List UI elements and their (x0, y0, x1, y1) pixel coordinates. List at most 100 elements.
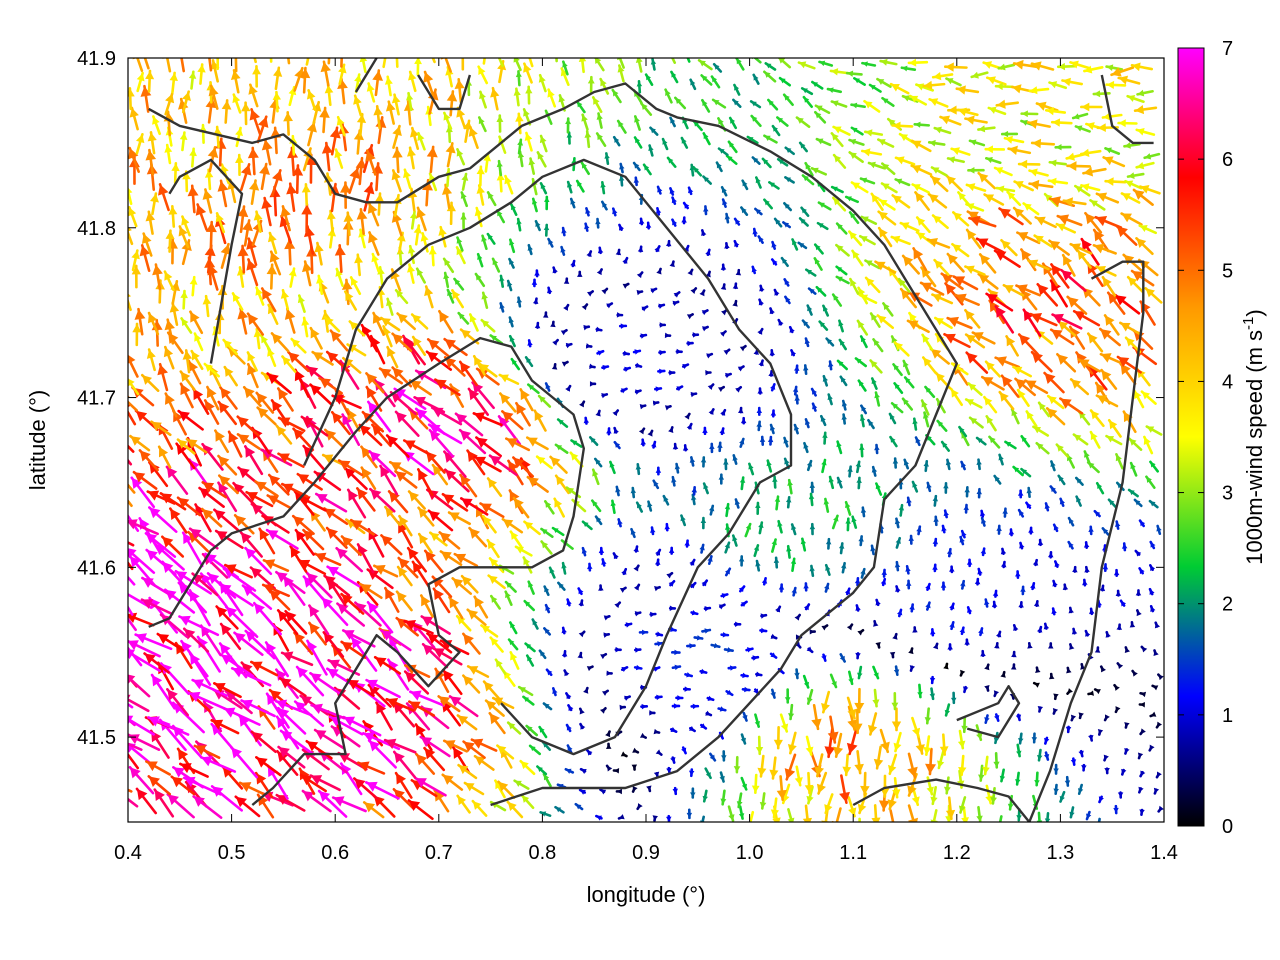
wind-arrow (784, 295, 791, 305)
wind-arrow (567, 704, 574, 712)
wind-arrow (1069, 643, 1075, 650)
wind-arrow (153, 788, 175, 818)
wind-arrow (483, 152, 492, 173)
wind-arrow (757, 235, 764, 244)
wind-arrow (946, 156, 965, 164)
wind-arrow (824, 582, 830, 593)
wind-arrow (691, 486, 698, 496)
wind-arrow (595, 217, 601, 229)
wind-arrow (130, 476, 156, 509)
wind-arrow (1077, 358, 1101, 373)
wind-arrow (438, 309, 454, 334)
wind-arrow (1037, 706, 1044, 713)
wind-arrow (734, 498, 740, 509)
wind-arrow (814, 104, 831, 115)
wind-arrow (706, 695, 715, 702)
wind-arrow (231, 292, 244, 311)
wind-arrow (383, 738, 417, 754)
wind-arrow (737, 365, 745, 372)
wind-arrow (531, 618, 539, 630)
wind-arrow (705, 248, 711, 257)
wind-arrow (829, 673, 838, 689)
wind-arrow (570, 439, 583, 448)
wind-arrow (949, 602, 955, 611)
wind-arrow (984, 157, 1002, 165)
wind-arrow (128, 648, 133, 654)
wind-arrow (508, 621, 518, 635)
wind-arrow (180, 639, 209, 678)
wind-arrow (978, 253, 997, 274)
wind-arrow (692, 119, 703, 132)
wind-arrow (1101, 275, 1117, 297)
wind-arrow (692, 165, 703, 177)
wind-arrow (984, 598, 990, 608)
wind-arrow (668, 605, 677, 612)
wind-arrow (927, 192, 948, 209)
wind-arrow (589, 363, 596, 370)
wind-arrow (871, 465, 878, 477)
wind-arrow (595, 132, 607, 147)
wind-arrow (798, 217, 809, 227)
wind-arrow (618, 174, 625, 187)
wind-arrow (421, 642, 449, 669)
wind-arrow (309, 383, 334, 407)
wind-arrow (160, 535, 185, 558)
wind-arrow (1119, 321, 1142, 336)
wind-arrow (276, 387, 294, 412)
wind-arrow (169, 301, 180, 326)
wind-arrow (880, 182, 898, 194)
wind-arrow (786, 544, 792, 559)
wind-arrow (365, 678, 401, 699)
wind-arrow (295, 665, 325, 697)
wind-arrow (754, 713, 761, 728)
wind-arrow (943, 662, 949, 670)
wind-arrow (1067, 540, 1074, 550)
wind-arrow (570, 259, 576, 268)
wind-arrow (551, 363, 558, 370)
wind-arrow (1037, 401, 1051, 418)
wind-arrow (916, 525, 922, 536)
wind-arrow (326, 209, 336, 233)
wind-arrow (1057, 474, 1066, 486)
wind-arrow (447, 511, 472, 526)
wind-arrow (131, 264, 141, 289)
wind-arrow (845, 517, 851, 532)
wind-arrow (1016, 743, 1022, 758)
wind-arrow (425, 350, 453, 371)
wind-arrow (219, 622, 242, 651)
wind-arrow (1069, 60, 1090, 70)
wind-arrow (668, 370, 676, 376)
wind-arrow (1127, 488, 1139, 498)
wind-arrow (1071, 112, 1089, 120)
wind-arrow (923, 735, 932, 757)
wind-arrow (335, 267, 344, 287)
wind-arrow (600, 652, 608, 660)
wind-arrow (639, 732, 647, 739)
wind-arrow (1067, 516, 1075, 527)
wind-arrow (556, 418, 569, 428)
wind-arrow (284, 307, 296, 334)
wind-arrow (164, 143, 173, 165)
wind-arrow (931, 71, 954, 81)
wind-arrow (1116, 662, 1124, 670)
wind-arrow (847, 796, 857, 818)
wind-arrow (411, 560, 430, 588)
wind-arrow (1006, 190, 1022, 207)
wind-arrow (261, 196, 273, 227)
wind-arrow (724, 567, 732, 577)
wind-arrow (994, 641, 1000, 649)
wind-arrow (1113, 804, 1119, 815)
wind-arrow (249, 660, 279, 677)
wind-arrow (353, 777, 379, 801)
wind-arrow (459, 473, 478, 498)
wind-arrow (764, 62, 777, 71)
wind-arrow (682, 201, 690, 210)
wind-arrow (299, 773, 327, 793)
wind-arrow (1018, 732, 1024, 745)
wind-arrow (587, 562, 593, 572)
wind-arrow (419, 735, 451, 758)
wind-arrow (620, 387, 628, 394)
wind-arrow (707, 383, 715, 390)
wind-arrow (594, 515, 603, 526)
wind-arrow (408, 379, 432, 396)
